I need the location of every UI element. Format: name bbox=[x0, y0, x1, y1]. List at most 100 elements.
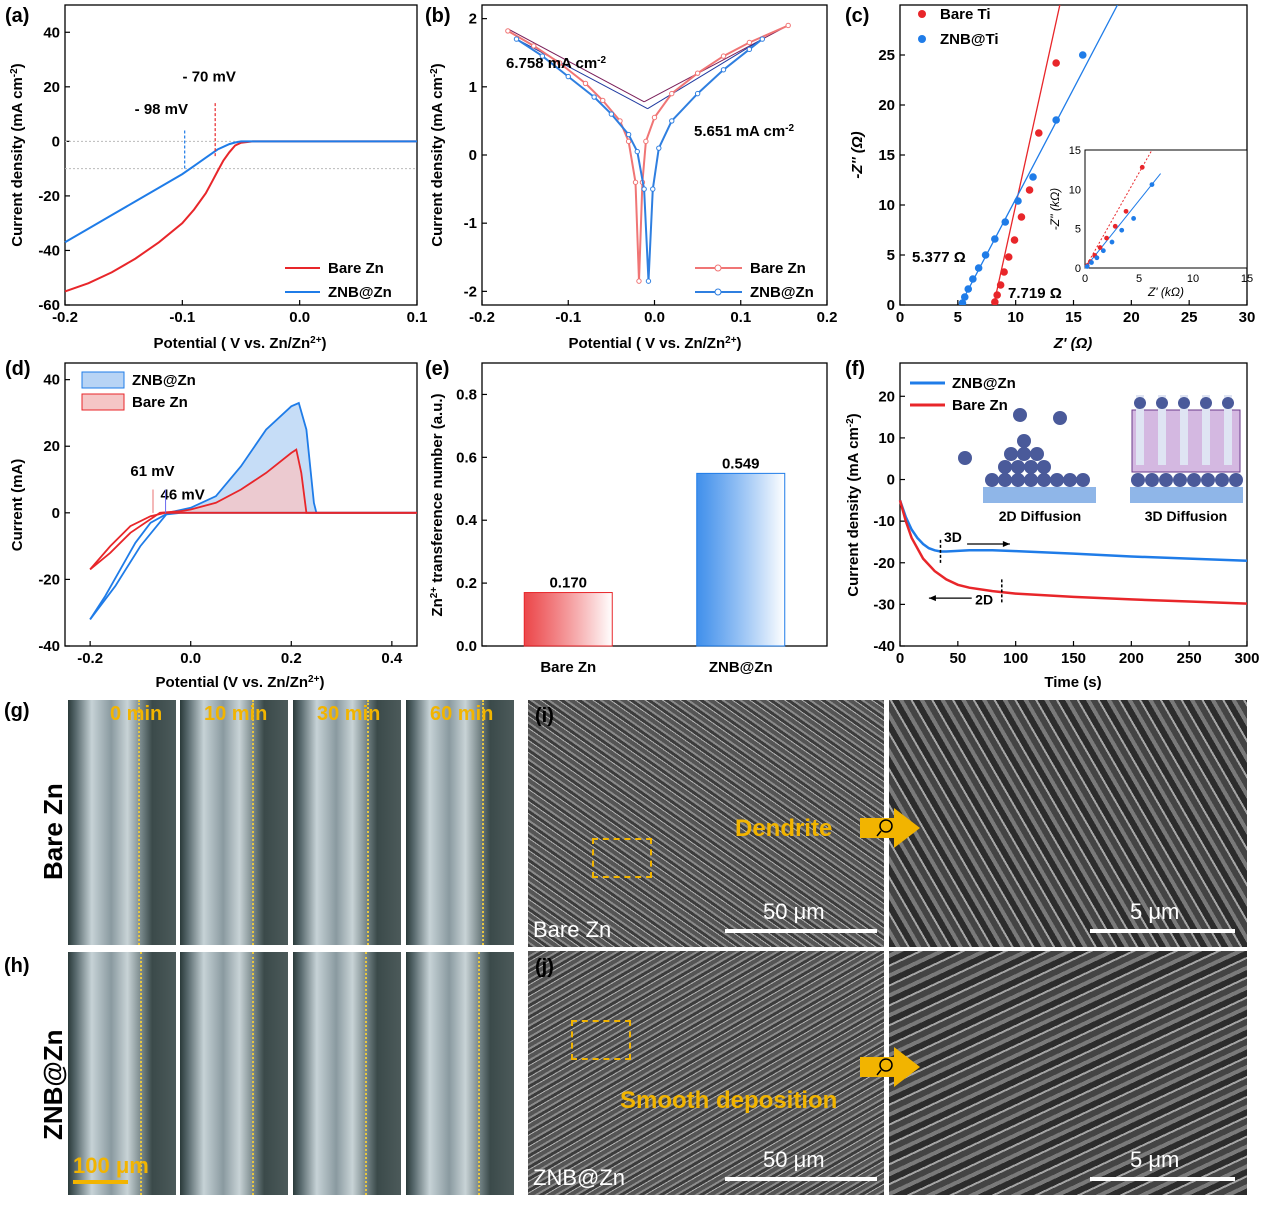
inset-y-tick: 10 bbox=[1069, 184, 1081, 196]
cv-cathodic-znbzn bbox=[89, 511, 417, 620]
annotation-bare-zn-current: 6.758 mA cm-2 bbox=[506, 55, 607, 73]
zn-atom bbox=[985, 473, 999, 487]
data-point bbox=[608, 111, 615, 117]
x-tick-label: -0.2 bbox=[77, 650, 103, 667]
x-axis-label: Potential ( V vs. Zn/Zn2+) bbox=[568, 335, 741, 353]
x-category-label: ZNB@Zn bbox=[709, 659, 773, 676]
y-tick-label: 0 bbox=[469, 147, 477, 164]
y-tick-label: -40 bbox=[38, 242, 60, 259]
zn-atom bbox=[1050, 473, 1064, 487]
electrode-boundary bbox=[367, 700, 369, 945]
data-point bbox=[964, 285, 973, 293]
data-point bbox=[1017, 213, 1026, 221]
optical-image bbox=[293, 700, 401, 945]
series-line-znbzn bbox=[64, 140, 417, 244]
zn-atom bbox=[1011, 473, 1025, 487]
x-axis-label: Time (s) bbox=[1044, 674, 1101, 691]
y-tick-label: 40 bbox=[43, 24, 60, 41]
y-tick-label: -2 bbox=[464, 283, 477, 300]
electrode-boundary bbox=[482, 700, 484, 945]
zn-atom bbox=[998, 460, 1012, 474]
inset-y-label: -Z'' (kΩ) bbox=[1048, 188, 1062, 230]
chart-c: (c) 0 5 10 15 20 25 30 0 5 10 15 20 25 0 5 10 15 0 5 10 15 Z' … bbox=[845, 4, 1255, 352]
y-tick-label: -30 bbox=[873, 596, 895, 613]
y-tick-label: 0.2 bbox=[456, 575, 477, 592]
fit-line-bare-ti bbox=[993, 5, 1061, 305]
annotation-46mv: 46 mV bbox=[161, 487, 205, 504]
data-point bbox=[600, 97, 606, 104]
arrow-icon bbox=[860, 1047, 920, 1087]
x-tick-label: 200 bbox=[1119, 650, 1144, 667]
optical-image bbox=[406, 700, 514, 945]
legend-marker bbox=[714, 264, 722, 272]
chart-a: (a) -0.2 -0.1 0.0 0.1 -60 -40 -20 0 20 40 - 70 mV - … bbox=[5, 4, 427, 352]
legend-swatch bbox=[81, 371, 125, 389]
sem-sample-label: Bare Zn bbox=[533, 917, 612, 942]
x-tick-label: -0.2 bbox=[52, 309, 78, 326]
data-point bbox=[1035, 129, 1043, 137]
annotation-znb-ti-resistance: 5.377 Ω bbox=[912, 249, 966, 266]
legend-label: Bare Zn bbox=[750, 260, 806, 277]
data-point bbox=[651, 114, 658, 121]
legend-marker bbox=[714, 288, 722, 296]
zn-atom bbox=[1037, 473, 1051, 487]
data-point bbox=[960, 293, 969, 301]
y-tick-label: -20 bbox=[38, 571, 60, 588]
inset-x-tick: 10 bbox=[1187, 273, 1199, 285]
data-point bbox=[531, 43, 537, 49]
x-tick-label: 0.0 bbox=[644, 309, 665, 326]
panel-label-b: (b) bbox=[425, 5, 451, 27]
data-point bbox=[641, 186, 647, 192]
data-point bbox=[694, 70, 701, 76]
zn-atom bbox=[1030, 447, 1044, 461]
sem-image-high-mag bbox=[889, 700, 1247, 947]
data-point bbox=[1014, 197, 1022, 205]
data-point bbox=[1010, 236, 1019, 244]
y-tick-label: 0 bbox=[52, 505, 60, 522]
legend-label: Bare Zn bbox=[328, 260, 384, 277]
data-point bbox=[993, 291, 1001, 299]
data-point bbox=[656, 145, 662, 151]
data-point bbox=[1052, 59, 1060, 67]
zn-atom bbox=[998, 473, 1012, 487]
sem-annotation: Smooth deposition bbox=[620, 1087, 838, 1114]
time-label: 30 min bbox=[317, 703, 381, 725]
data-point bbox=[694, 90, 701, 97]
optical-image bbox=[293, 952, 401, 1195]
zn-atom bbox=[1222, 397, 1234, 409]
data-point bbox=[1052, 116, 1060, 124]
scale-bar-low-mag bbox=[725, 929, 877, 933]
x-tick-label: 0.0 bbox=[289, 309, 310, 326]
inset-frame bbox=[1084, 149, 1248, 269]
chart-d: (d) -0.2 0.0 0.2 0.4 -40 -20 0 20 40 61 mV 46 mV ZNB… bbox=[5, 358, 418, 691]
y-tick-label: 15 bbox=[878, 147, 895, 164]
optical-image bbox=[180, 700, 288, 945]
y-axis-label: Current density (mA cm-2) bbox=[845, 413, 863, 596]
zn-atom bbox=[958, 451, 972, 465]
tafel-fit bbox=[643, 25, 789, 103]
optical-image bbox=[406, 952, 514, 1195]
diffusion-channel bbox=[1158, 395, 1166, 465]
legend-label: ZNB@Ti bbox=[940, 31, 999, 48]
series-line-znbzn bbox=[515, 38, 763, 282]
zn-atom bbox=[1017, 434, 1031, 448]
inset-point bbox=[1119, 227, 1125, 233]
annotation-znb-zn-current: 5.651 mA cm-2 bbox=[694, 123, 795, 141]
inset-x-tick: 15 bbox=[1241, 273, 1253, 285]
zoom-region-box bbox=[592, 838, 652, 878]
zn-atom bbox=[1178, 397, 1190, 409]
data-point bbox=[785, 22, 791, 29]
zn-atom bbox=[1024, 473, 1038, 487]
scale-label-low-mag: 50 μm bbox=[763, 899, 825, 924]
data-point bbox=[591, 94, 597, 100]
data-point bbox=[1004, 253, 1013, 261]
y-tick-label: 25 bbox=[878, 47, 895, 64]
annotation-70mv: - 70 mV bbox=[183, 68, 236, 85]
annotation-bare-ti-resistance: 7.719 Ω bbox=[1008, 285, 1062, 302]
zn-atom bbox=[1200, 397, 1212, 409]
y-tick-label: -40 bbox=[38, 638, 60, 655]
sem-image-low-mag bbox=[528, 700, 884, 947]
y-tick-label: 0.6 bbox=[456, 449, 477, 466]
y-axis-label: Current density (mA cm-2) bbox=[429, 63, 447, 246]
x-tick-label: 5 bbox=[954, 309, 962, 326]
